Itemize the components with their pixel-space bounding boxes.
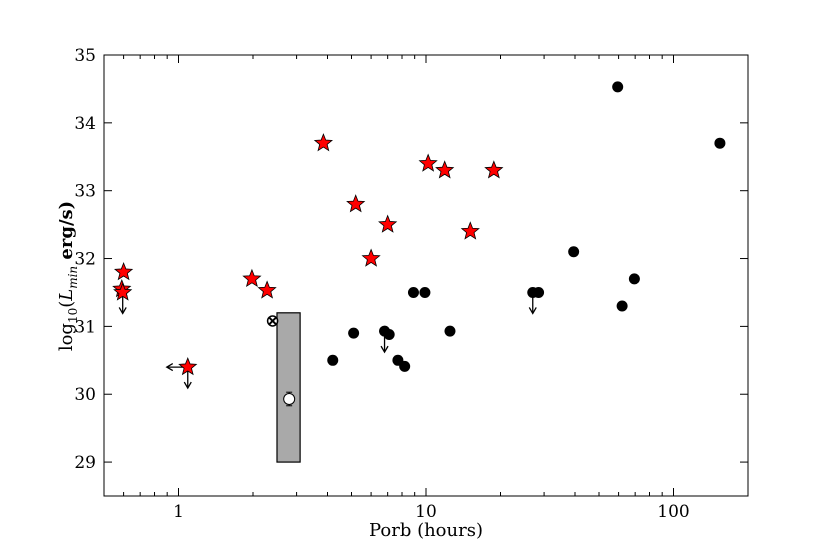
x-tick-label: 100 [657, 502, 689, 522]
star-point [313, 133, 333, 152]
ticks-layer: 1 10 100 29 30 31 32 33 34 35 [74, 46, 748, 522]
circle-point [327, 354, 339, 366]
upper-limit-arrowhead [380, 345, 389, 354]
box-layer [276, 312, 301, 463]
x-axis-label: Porb (hours) [369, 520, 483, 541]
star-point [418, 153, 438, 172]
star-point [361, 248, 381, 267]
circle-point [533, 286, 545, 298]
star-point [346, 194, 366, 213]
open-circle-point [283, 392, 296, 405]
y-label-rest: erg/s) [56, 201, 77, 266]
y-label-log-base: 10 [66, 308, 80, 323]
y-label-l-sub: min [66, 266, 80, 289]
x-tick-label: 10 [415, 502, 437, 522]
circle-point [628, 273, 640, 285]
upper-limit-arrowhead [528, 307, 537, 315]
upper-limit-arrowhead [183, 381, 192, 390]
star-point [242, 268, 262, 288]
star-point [113, 282, 133, 301]
y-tick-label: 30 [74, 385, 96, 405]
plot-area-frame [103, 54, 749, 497]
y-tick-label: 34 [74, 114, 96, 134]
circle-point [407, 286, 419, 298]
circle-point [568, 246, 580, 258]
star-point [113, 262, 134, 281]
circle-point [714, 137, 726, 149]
x-tick-label: 1 [173, 502, 184, 522]
y-label-log: log [56, 323, 77, 351]
circle-point [616, 300, 628, 312]
circle-point [612, 81, 624, 93]
star-point [178, 356, 198, 376]
y-tick-label: 32 [74, 250, 96, 270]
y-tick-label: 35 [74, 46, 96, 66]
circle-point [399, 360, 411, 372]
y-tick-label: 31 [74, 317, 96, 337]
circle-point [419, 286, 431, 298]
star-point [460, 221, 480, 240]
y-label-open: ( [56, 301, 77, 308]
circle-point [444, 325, 456, 337]
upper-limit-arrowhead [118, 307, 127, 315]
y-tick-label: 33 [74, 182, 96, 202]
marks-layer [112, 81, 726, 407]
circle-point [348, 327, 360, 339]
circle-point [383, 329, 395, 341]
shaded-range-box [276, 312, 301, 463]
star-point [484, 160, 504, 179]
y-tick-label: 29 [74, 453, 96, 473]
y-axis-label: log10(Lmin erg/s) [56, 201, 80, 351]
left-limit-arrowhead [165, 363, 174, 372]
y-label-l: L [56, 289, 77, 302]
star-point [257, 280, 277, 299]
star-point [435, 160, 455, 179]
star-point [378, 214, 398, 233]
circled-x-cross [268, 316, 277, 326]
